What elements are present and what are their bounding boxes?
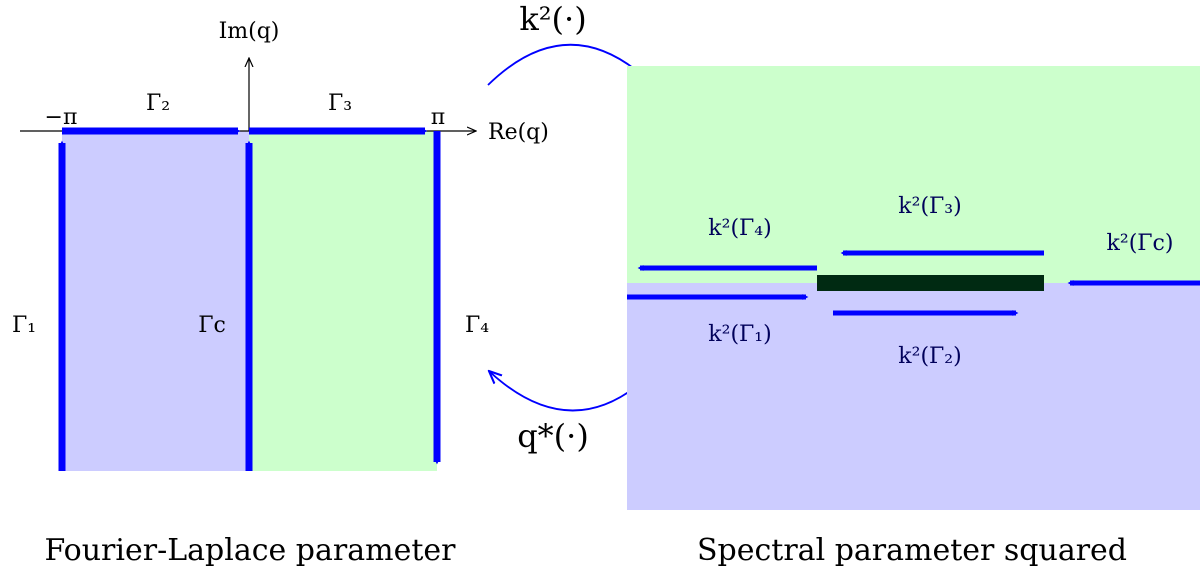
left-panel-caption: Fourier-Laplace parameter <box>45 533 457 568</box>
spectral-band <box>817 275 1044 291</box>
spectral-panel: k²(Γ₄) k²(Γ₁) k²(Γ₃) k²(Γ₂) k²(Γc) Spect… <box>627 66 1200 568</box>
k-gamma3-label: k²(Γ₃) <box>898 194 961 219</box>
forward-map-label: k²(·) <box>519 0 586 38</box>
lower-half-strip-region <box>62 131 249 471</box>
right-panel-caption: Spectral parameter squared <box>697 533 1127 568</box>
gamma2-label: Γ₂ <box>146 91 170 116</box>
gamma1-label: Γ₁ <box>12 313 36 338</box>
k-gamma-c-label: k²(Γc) <box>1107 231 1174 256</box>
k-gamma1-label: k²(Γ₁) <box>708 322 771 347</box>
k-gamma4-label: k²(Γ₄) <box>708 216 771 241</box>
minus-pi-tick-label: −π <box>45 105 78 130</box>
imaginary-axis-label: Im(q) <box>219 19 280 44</box>
upper-half-strip-region <box>249 131 437 471</box>
gamma3-label: Γ₃ <box>328 91 352 116</box>
real-axis-label: Re(q) <box>488 120 549 145</box>
k-gamma2-label: k²(Γ₂) <box>898 344 961 369</box>
gamma-c-label: Γc <box>198 313 226 338</box>
fourier-laplace-panel: Im(q) Re(q) −π π Γ₁ Γ₂ Γ₃ Γ₄ Γc Fourier-… <box>12 19 549 568</box>
pi-tick-label: π <box>431 105 445 130</box>
upper-spectral-region <box>627 66 1200 283</box>
gamma4-label: Γ₄ <box>465 313 489 338</box>
inverse-map-label: q*(·) <box>517 417 589 455</box>
lower-spectral-region <box>627 283 1200 510</box>
